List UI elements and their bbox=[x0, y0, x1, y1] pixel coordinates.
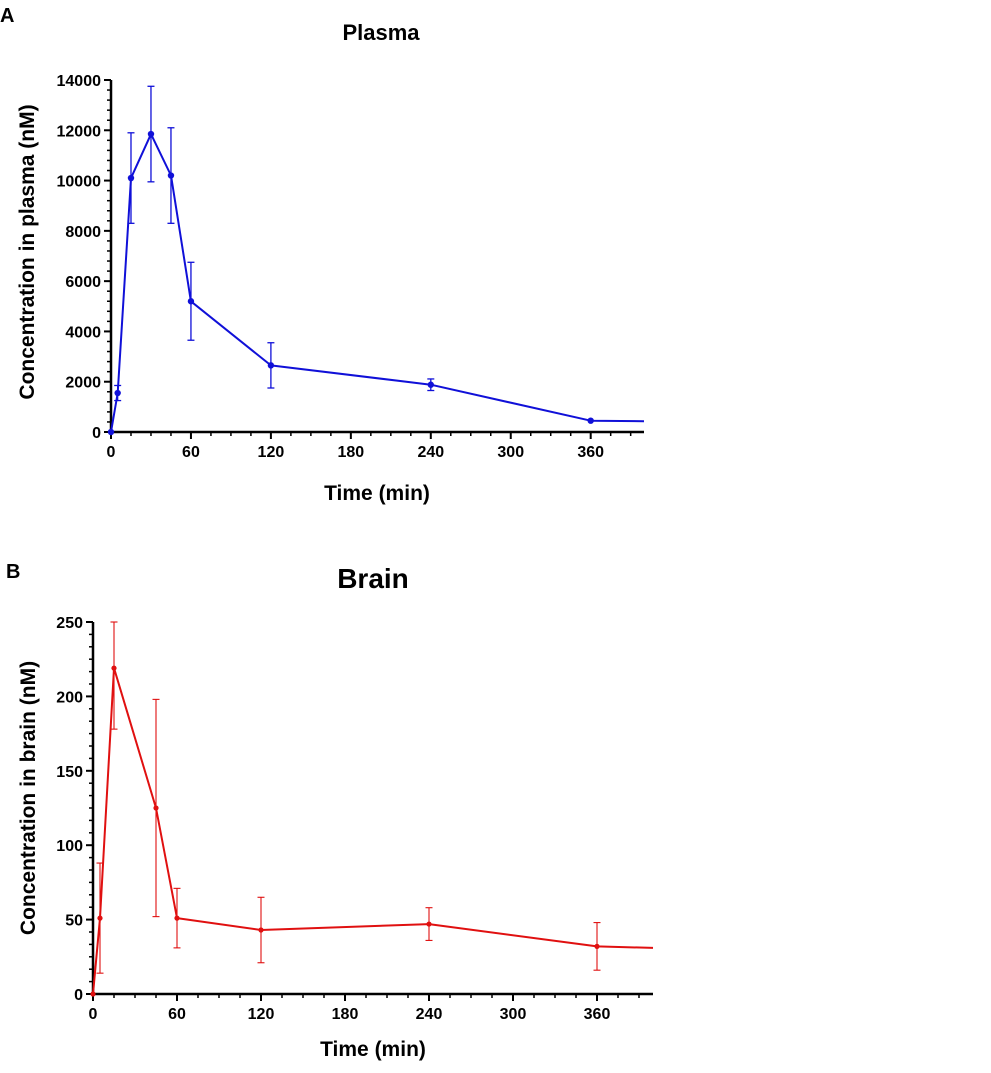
brain-chart: B Brain 0 50 100 150 200 250 0 60 120 180 240 300 36… bbox=[6, 561, 654, 1061]
series-line bbox=[110, 133, 645, 433]
x-tick-label: 120 bbox=[258, 444, 285, 461]
brain-data-layer bbox=[90, 621, 654, 997]
y-tick-label: 2000 bbox=[65, 375, 101, 392]
x-tick-label: 180 bbox=[337, 444, 364, 461]
y-tick-label: 150 bbox=[56, 764, 83, 781]
data-point bbox=[107, 428, 115, 436]
data-point bbox=[174, 915, 180, 921]
plasma-y-axis-label: Concentration in plasma (nM) bbox=[16, 104, 39, 399]
x-tick-label: 300 bbox=[500, 1006, 527, 1023]
data-point bbox=[111, 665, 117, 671]
x-tick-label: 180 bbox=[332, 1006, 359, 1023]
x-tick-label: 240 bbox=[417, 444, 444, 461]
y-tick-label: 14000 bbox=[57, 73, 102, 90]
y-tick-label: 8000 bbox=[65, 224, 101, 241]
data-point bbox=[167, 172, 175, 179]
y-tick-label: 10000 bbox=[57, 174, 102, 191]
brain-x-axis-label: Time (min) bbox=[320, 1038, 426, 1061]
x-tick-label: 360 bbox=[577, 444, 604, 461]
x-tick-label: 300 bbox=[497, 444, 524, 461]
x-tick-label: 0 bbox=[89, 1006, 98, 1023]
brain-chart-title: Brain bbox=[337, 563, 409, 594]
panel-letter-a: A bbox=[0, 5, 14, 27]
data-point bbox=[427, 381, 434, 388]
x-tick-label: 60 bbox=[182, 444, 200, 461]
x-tick-label: 0 bbox=[107, 444, 116, 461]
data-point bbox=[587, 417, 594, 424]
x-tick-label: 60 bbox=[168, 1006, 186, 1023]
brain-y-axis-label: Concentration in brain (nM) bbox=[17, 661, 40, 935]
panel-letter-b: B bbox=[6, 561, 20, 583]
y-tick-label: 50 bbox=[65, 913, 83, 930]
x-tick-label: 120 bbox=[248, 1006, 275, 1023]
plasma-chart-title: Plasma bbox=[342, 20, 420, 45]
y-tick-label: 0 bbox=[92, 425, 101, 442]
data-point bbox=[258, 927, 264, 933]
y-tick-label: 12000 bbox=[57, 123, 102, 140]
x-tick-label: 240 bbox=[416, 1006, 443, 1023]
plasma-x-axis-label: Time (min) bbox=[324, 482, 430, 505]
data-point bbox=[114, 389, 121, 397]
y-tick-label: 4000 bbox=[65, 324, 101, 341]
data-point bbox=[267, 362, 275, 369]
data-point bbox=[127, 174, 135, 182]
x-tick-label: 360 bbox=[584, 1006, 611, 1023]
data-point bbox=[147, 130, 155, 138]
y-tick-label: 0 bbox=[74, 987, 83, 1004]
plasma-data-layer bbox=[107, 85, 645, 436]
data-point bbox=[97, 915, 103, 921]
y-tick-label: 100 bbox=[56, 838, 83, 855]
data-point bbox=[90, 991, 96, 997]
plasma-axes: 0 2000 4000 6000 8000 10000 12000 14000 0 60 120 18… bbox=[57, 73, 644, 461]
brain-axes: 0 50 100 150 200 250 0 60 120 180 240 300 360 bbox=[56, 615, 653, 1023]
data-point bbox=[153, 805, 159, 811]
y-tick-label: 200 bbox=[56, 689, 83, 706]
plasma-chart: A Plasma 0 2000 4000 6000 8000 10000 12000 1400… bbox=[0, 5, 645, 505]
y-tick-label: 6000 bbox=[65, 274, 101, 291]
data-point bbox=[594, 943, 600, 949]
y-tick-label: 250 bbox=[56, 615, 83, 632]
data-point bbox=[426, 921, 432, 927]
data-point bbox=[187, 298, 195, 305]
